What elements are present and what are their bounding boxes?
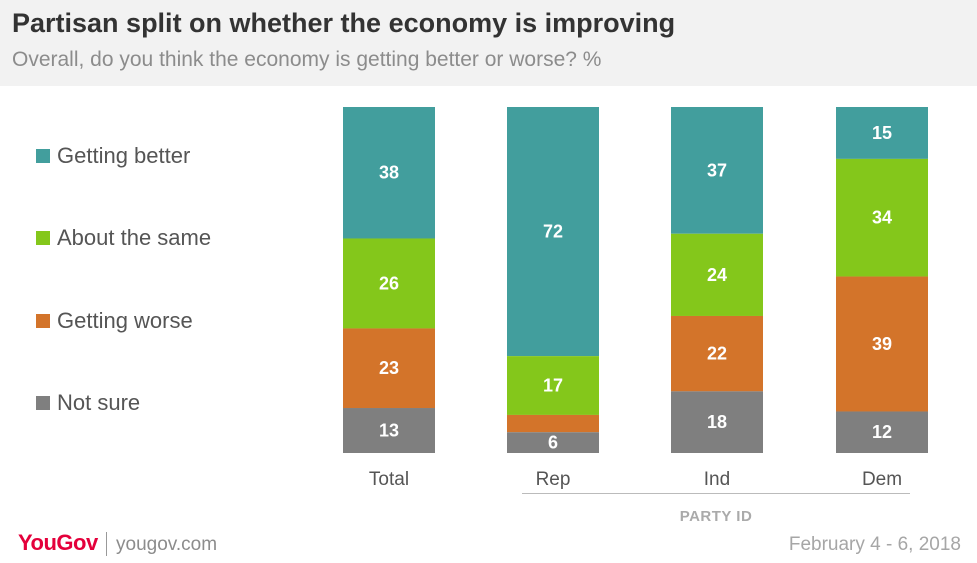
data-label-ind-getting-better: 37 [707,160,727,180]
legend-label: Not sure [57,390,141,415]
bar-segment-rep-getting-worse [507,414,599,433]
bar-segment-dem-getting-worse [836,276,928,412]
data-label-rep-getting-better: 72 [543,222,563,242]
data-label-total-about-the-same: 26 [379,273,399,293]
bar-segment-rep-not-sure [507,432,599,453]
bar-segment-total-about-the-same [343,238,435,329]
bar-segment-rep-getting-better [507,107,599,357]
legend-swatch-not-sure [36,396,50,410]
party-id-label: PARTY ID [679,508,753,525]
bar-segment-dem-not-sure [836,411,928,453]
data-label-dem-about-the-same: 34 [872,208,892,228]
bar-segment-total-getting-worse [343,328,435,409]
data-label-dem-not-sure: 12 [872,422,892,442]
bar-segment-total-not-sure [343,408,435,453]
bar-segment-ind-not-sure [671,391,763,453]
data-label-total-getting-worse: 23 [379,358,399,378]
category-label-ind: Ind [704,469,730,490]
legend-item-about-the-same: About the same [36,225,211,251]
data-label-rep-not-sure: 6 [548,433,558,453]
legend-swatch-getting-worse [36,314,50,328]
legend-item-not-sure: Not sure [36,390,140,416]
bar-segment-dem-about-the-same [836,158,928,277]
footer-divider [106,532,107,556]
legend-item-getting-worse: Getting worse [36,308,193,334]
legend-item-getting-better: Getting better [36,143,190,169]
data-label-dem-getting-better: 15 [872,123,892,143]
bar-segment-ind-getting-worse [671,315,763,392]
legend-label: Getting better [57,143,191,168]
bar-segment-rep-about-the-same [507,356,599,415]
yougov-logo: YouGov [18,530,98,555]
data-label-ind-getting-worse: 22 [707,344,727,364]
header-band: Partisan split on whether the economy is… [0,0,977,86]
data-label-total-not-sure: 13 [379,421,399,441]
legend-label: Getting worse [57,308,193,333]
data-label-ind-about-the-same: 24 [707,265,727,285]
bar-segment-total-getting-better [343,107,435,239]
legend-swatch-getting-better [36,149,50,163]
bar-segment-ind-getting-better [671,107,763,234]
legend-label: About the same [57,225,212,250]
footer-date: February 4 - 6, 2018 [788,534,961,555]
party-id-bracket-line [522,493,910,494]
bar-segment-ind-about-the-same [671,233,763,316]
data-label-rep-about-the-same: 17 [543,376,563,396]
bar-segment-dem-getting-better [836,107,928,159]
chart-title: Partisan split on whether the economy is… [12,8,676,38]
data-label-total-getting-better: 38 [379,163,399,183]
data-label-dem-getting-worse: 39 [872,334,892,354]
category-label-rep: Rep [536,469,571,490]
data-label-ind-not-sure: 18 [707,412,727,432]
legend-swatch-about-the-same [36,231,50,245]
chart-subtitle: Overall, do you think the economy is get… [12,48,602,71]
category-label-total: Total [369,469,409,490]
footer-site-link[interactable]: yougov.com [116,534,218,555]
category-label-dem: Dem [862,469,902,490]
